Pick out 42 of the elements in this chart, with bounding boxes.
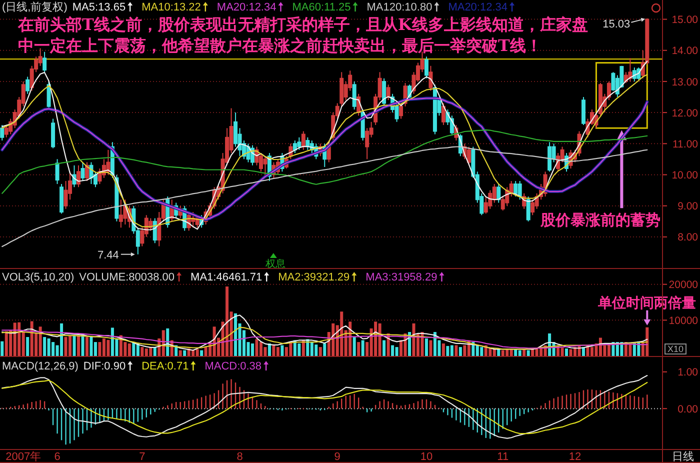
y-tick-label: 9.00: [678, 200, 698, 213]
annotation: 在前头部T线之前，股价表现出无精打采的样子，且从K线多上影线知道，庄家盘中一定在上下震荡，他希望散户在暴涨之前赶快卖出，最后一举突破T线！: [17, 15, 588, 55]
y-tick-label: 14.00: [672, 45, 698, 58]
annotation: 15.03: [602, 18, 630, 30]
chart-title: MACD(12,26,9): [2, 360, 78, 372]
y-tick-label: 13.00: [672, 76, 698, 88]
annotation: 股价暴涨前的蓄势: [540, 211, 661, 230]
y-tick-label: 15.00: [672, 14, 698, 26]
legend-label: MA5:13.65: [72, 2, 126, 14]
y-tick-label: 11.00: [672, 138, 698, 150]
y-tick-label: 8.00: [678, 232, 698, 244]
y-tick-label: 20000: [668, 279, 698, 292]
y-tick-label: 0.00: [678, 403, 698, 416]
y-tick-label: 10.00: [672, 170, 698, 182]
series-label: MACD:0.38: [204, 360, 262, 372]
chart-title: (日线,前复权): [2, 0, 68, 14]
legend-label: MA120:10.80: [366, 2, 432, 14]
y-tick-label: 10000: [668, 314, 698, 327]
text: 日线: [672, 450, 694, 463]
legend-label: VOLUME:80038.00: [79, 272, 175, 284]
y-tick-label: 1.00: [678, 366, 698, 379]
legend-label: DIF:0.90: [83, 360, 126, 372]
chart-title: VOL3(5,10,20): [2, 272, 74, 284]
legend-label: MA10:13.22: [142, 2, 201, 14]
x-tick-label: 2007年: [6, 451, 42, 463]
text: X10: [667, 344, 684, 354]
annotation: 7.44: [98, 249, 119, 262]
x-tick-label: 6: [54, 451, 60, 463]
legend-label: MA20:12.34: [216, 2, 276, 14]
legend-label: MA2:39321.29: [278, 272, 350, 284]
x-tick-label: 9: [334, 451, 340, 463]
x-tick-label: 11: [497, 451, 509, 463]
legend-label: DEA:0.71: [142, 360, 189, 372]
x-tick-label: 7: [139, 451, 146, 463]
legend-label: MA20:12.34: [448, 2, 508, 14]
y-tick-label: 12.00: [672, 107, 698, 120]
legend-label: MA60:11.25: [292, 2, 351, 14]
legend-label: MA1:46461.71: [190, 272, 262, 284]
x-tick-label: 8: [236, 451, 243, 463]
x-tick-label: 10: [420, 451, 433, 463]
x-tick-label: 12: [568, 451, 582, 463]
legend-label: MA3:31958.29: [366, 272, 438, 284]
